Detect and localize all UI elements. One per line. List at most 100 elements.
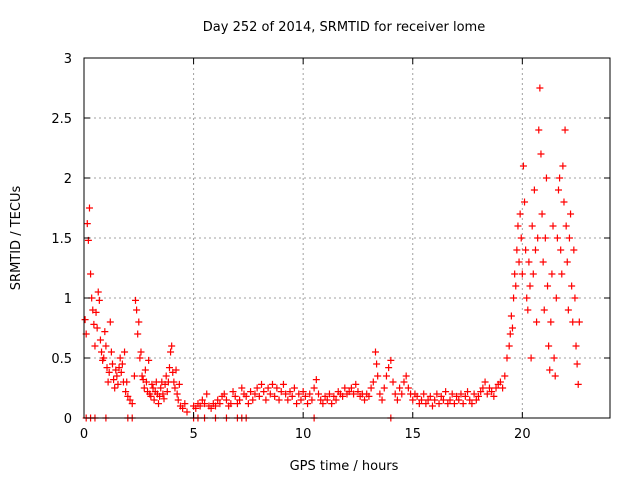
data-point bbox=[402, 372, 410, 380]
data-point bbox=[339, 392, 347, 400]
data-point bbox=[141, 366, 149, 374]
data-point bbox=[167, 348, 175, 356]
data-point bbox=[464, 388, 472, 396]
data-point bbox=[262, 396, 270, 404]
data-point bbox=[354, 388, 362, 396]
data-point bbox=[472, 396, 480, 404]
data-point bbox=[382, 372, 390, 380]
data-point bbox=[306, 390, 314, 398]
data-point bbox=[308, 396, 316, 404]
data-point bbox=[556, 174, 564, 182]
data-point bbox=[546, 366, 554, 374]
data-point bbox=[393, 396, 401, 404]
data-point bbox=[524, 306, 532, 314]
data-point bbox=[550, 354, 558, 362]
y-tick-label: 2.5 bbox=[51, 112, 72, 127]
data-point bbox=[404, 384, 412, 392]
data-point bbox=[528, 222, 536, 230]
data-point bbox=[264, 384, 272, 392]
data-point bbox=[175, 380, 183, 388]
data-point bbox=[266, 390, 274, 398]
data-point bbox=[453, 392, 461, 400]
data-point bbox=[102, 342, 110, 350]
data-point bbox=[515, 258, 523, 266]
data-point bbox=[374, 372, 382, 380]
data-point bbox=[196, 402, 204, 410]
data-point bbox=[431, 396, 439, 404]
data-point bbox=[573, 360, 581, 368]
data-point bbox=[561, 126, 569, 134]
data-point bbox=[90, 320, 98, 328]
data-point bbox=[457, 390, 465, 398]
data-point bbox=[475, 392, 482, 400]
data-point bbox=[501, 372, 509, 380]
data-point bbox=[222, 396, 230, 404]
data-point bbox=[214, 396, 222, 404]
data-point bbox=[181, 400, 189, 408]
data-point bbox=[170, 378, 178, 386]
data-point bbox=[391, 390, 399, 398]
data-point bbox=[128, 400, 136, 408]
data-point bbox=[290, 384, 298, 392]
data-point bbox=[466, 396, 474, 404]
data-point bbox=[428, 402, 436, 410]
data-point bbox=[260, 388, 268, 396]
data-point bbox=[420, 390, 428, 398]
y-tick-label: 3 bbox=[64, 52, 72, 67]
data-point bbox=[165, 364, 173, 372]
data-point bbox=[330, 392, 338, 400]
data-point bbox=[159, 390, 167, 398]
data-point bbox=[192, 404, 200, 412]
data-point bbox=[135, 318, 143, 326]
data-point bbox=[140, 384, 148, 392]
data-point bbox=[147, 392, 155, 400]
data-point bbox=[171, 384, 179, 392]
data-point bbox=[183, 408, 191, 416]
data-point bbox=[85, 204, 93, 212]
data-point bbox=[93, 324, 101, 332]
data-point bbox=[319, 400, 327, 408]
data-point bbox=[207, 404, 215, 412]
data-point bbox=[317, 396, 325, 404]
x-tick-label: 0 bbox=[80, 427, 88, 442]
data-point bbox=[448, 390, 456, 398]
data-point bbox=[549, 222, 557, 230]
data-point bbox=[389, 378, 397, 386]
data-point bbox=[535, 126, 543, 134]
data-point bbox=[378, 396, 386, 404]
data-point bbox=[396, 384, 404, 392]
data-point bbox=[552, 294, 560, 302]
data-point bbox=[574, 380, 582, 388]
data-point bbox=[522, 246, 530, 254]
data-point bbox=[536, 84, 544, 92]
data-point bbox=[537, 150, 545, 158]
data-point bbox=[470, 390, 478, 398]
data-point bbox=[541, 234, 549, 242]
data-point bbox=[163, 388, 171, 396]
data-point bbox=[547, 318, 555, 326]
data-point bbox=[94, 288, 102, 296]
data-point bbox=[481, 378, 489, 386]
data-point bbox=[455, 396, 463, 404]
y-tick-label: 0 bbox=[64, 412, 72, 427]
data-point bbox=[96, 336, 104, 344]
data-point bbox=[519, 162, 527, 170]
data-point bbox=[557, 246, 565, 254]
data-point bbox=[95, 296, 103, 304]
data-point bbox=[268, 380, 276, 388]
data-point bbox=[529, 270, 537, 278]
data-point bbox=[273, 384, 281, 392]
data-point bbox=[568, 282, 576, 290]
data-point bbox=[468, 400, 476, 408]
data-point bbox=[444, 400, 452, 408]
data-point bbox=[540, 306, 548, 314]
data-point bbox=[496, 378, 504, 386]
data-point bbox=[507, 312, 515, 320]
grid-layer bbox=[84, 58, 610, 418]
data-point bbox=[479, 384, 487, 392]
data-point bbox=[87, 270, 95, 278]
data-point bbox=[398, 390, 406, 398]
data-point bbox=[231, 392, 239, 400]
data-point bbox=[92, 308, 100, 316]
data-point bbox=[148, 380, 156, 388]
